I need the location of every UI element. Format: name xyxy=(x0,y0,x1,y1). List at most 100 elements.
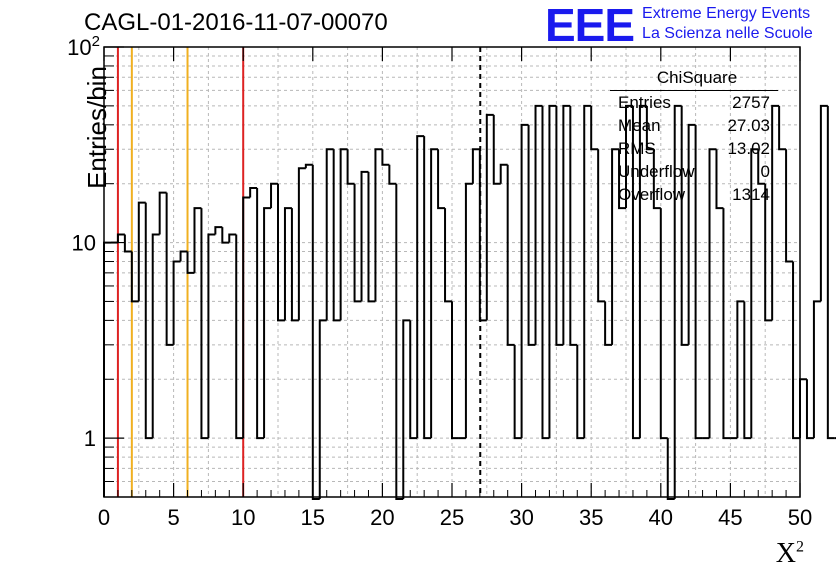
histogram-bin xyxy=(395,183,404,500)
y-tick-label: 1 xyxy=(84,426,96,451)
histogram-bin xyxy=(464,182,473,439)
histogram-bin xyxy=(478,149,487,322)
stats-box: ChiSquare Entries 2757 Mean 27.03 RMS 13.02… xyxy=(610,66,778,206)
histogram-bin xyxy=(485,113,494,321)
histogram-bin xyxy=(771,104,780,321)
histogram-bin xyxy=(353,183,362,303)
histogram-bin xyxy=(583,104,592,439)
histogram-bin xyxy=(715,149,724,210)
histogram-bin xyxy=(576,344,585,440)
histogram-bin xyxy=(555,105,564,346)
histogram-bin xyxy=(221,227,230,244)
histogram-bin xyxy=(743,301,752,440)
histogram-bin xyxy=(778,105,787,151)
histogram-bin xyxy=(193,207,202,273)
histogram-bin xyxy=(652,149,661,210)
histogram-bin xyxy=(311,164,320,500)
histogram-bin xyxy=(694,124,703,440)
histogram-bin xyxy=(277,183,285,322)
stats-value: 0 xyxy=(760,162,770,181)
histogram-bin xyxy=(750,148,759,439)
histogram-bin xyxy=(325,148,334,321)
histogram-bin xyxy=(381,149,390,166)
x-tick-label: 40 xyxy=(649,505,673,530)
histogram-bin xyxy=(819,104,828,302)
histogram-bin xyxy=(604,301,613,346)
histogram-bin xyxy=(513,344,522,440)
histogram-bin xyxy=(631,105,640,440)
histogram-bin xyxy=(548,104,557,439)
x-tick-label: 30 xyxy=(509,505,533,530)
x-tick-label: 5 xyxy=(167,505,179,530)
y-tick-label: 102 xyxy=(67,33,100,60)
histogram-bin xyxy=(249,187,258,198)
histogram-bin xyxy=(757,149,766,185)
histogram-bin xyxy=(590,105,599,151)
brand-line-2: La Scienza nelle Scuole xyxy=(642,25,813,42)
stats-row-overflow: Overflow 1314 xyxy=(610,183,778,206)
histogram-bin xyxy=(304,163,313,169)
x-tick-label: 35 xyxy=(579,505,603,530)
histogram-bin xyxy=(736,300,745,439)
eee-logo: EEE xyxy=(545,0,635,51)
stats-value: 27.03 xyxy=(727,116,770,135)
histogram-bin xyxy=(200,208,209,440)
stats-row-entries: Entries 2757 xyxy=(610,91,778,114)
histogram-bin xyxy=(402,319,411,499)
histogram-bin xyxy=(103,241,111,497)
stats-label: Entries xyxy=(618,93,671,112)
histogram-bin xyxy=(597,149,606,303)
x-axis-label-sup: 2 xyxy=(796,538,804,556)
histogram-bin xyxy=(785,149,794,263)
histogram-bin xyxy=(388,164,397,185)
histogram-bin xyxy=(360,170,369,302)
histogram-bin xyxy=(270,182,278,209)
histogram-bin xyxy=(346,149,355,185)
histogram-bin xyxy=(792,261,800,440)
histogram-bin xyxy=(256,188,265,440)
histogram-bin xyxy=(165,192,174,346)
histogram-bin xyxy=(367,171,376,303)
histogram-bin xyxy=(708,148,717,439)
histogram-bin xyxy=(492,114,501,185)
histogram-bin xyxy=(799,378,807,439)
histogram-bin xyxy=(123,234,132,253)
x-tick-label: 50 xyxy=(788,505,812,530)
stats-label: Overflow xyxy=(618,185,686,204)
histogram-bin xyxy=(374,148,383,302)
eee-brand: EEE Extreme Energy Events La Scienza nel… xyxy=(545,2,813,48)
histogram-bin xyxy=(812,300,821,439)
histogram-bin xyxy=(673,104,682,499)
histogram-bin xyxy=(290,208,299,322)
y-axis-label: Entries/bin xyxy=(81,66,112,189)
brand-text: Extreme Energy Events La Scienza nelle S… xyxy=(642,4,813,44)
stats-row-rms: RMS 13.02 xyxy=(610,137,778,160)
histogram-bin xyxy=(207,233,216,439)
histogram-bin xyxy=(722,208,731,440)
histogram-bin xyxy=(283,207,292,321)
histogram-bin xyxy=(618,149,626,210)
histogram-bin xyxy=(638,104,647,439)
histogram-bin xyxy=(228,233,237,243)
histogram-bin xyxy=(430,148,439,439)
brand-line-1: Extreme Energy Events xyxy=(642,5,811,22)
y-tick-label: 10 xyxy=(72,231,96,256)
histogram-bin xyxy=(158,191,167,235)
stats-row-underflow: Underflow 0 xyxy=(610,160,778,183)
histogram-bin xyxy=(137,201,146,302)
histogram-bin xyxy=(339,148,348,321)
histogram-bin xyxy=(144,202,153,440)
histogram-bin xyxy=(534,104,543,345)
stats-label: Mean xyxy=(618,116,661,135)
histogram-bin xyxy=(826,105,835,440)
histogram-bin xyxy=(318,319,327,499)
x-tick-label: 0 xyxy=(98,505,110,530)
histogram-bin xyxy=(416,135,425,439)
histogram-bin xyxy=(409,320,418,440)
stats-title: ChiSquare xyxy=(610,66,778,91)
stats-label: RMS xyxy=(618,139,656,158)
chart-title: CAGL-01-2016-11-07-00070 xyxy=(84,9,388,36)
histogram-bin xyxy=(569,105,578,346)
histogram-bin xyxy=(186,251,195,274)
